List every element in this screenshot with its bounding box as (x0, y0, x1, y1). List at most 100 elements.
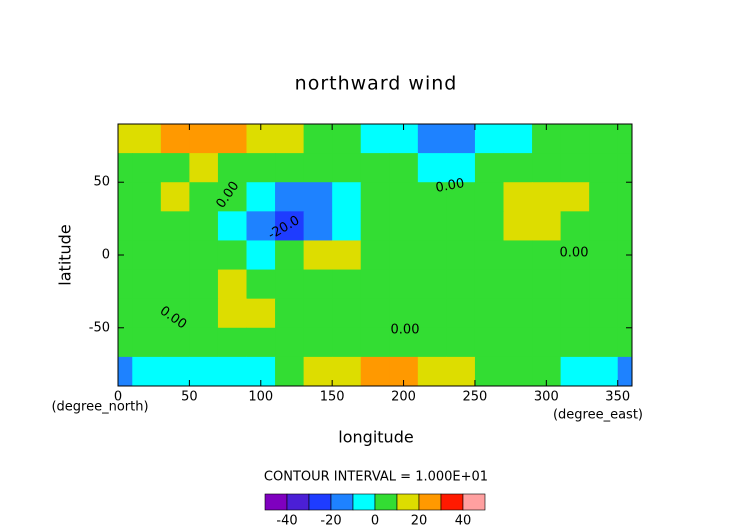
cell (589, 211, 619, 241)
cell (246, 211, 276, 241)
cell (589, 153, 619, 183)
cell (446, 182, 476, 212)
cell (160, 240, 190, 271)
field (118, 124, 632, 386)
cell (118, 269, 133, 300)
cell (589, 298, 619, 329)
cell (417, 182, 447, 212)
cell (532, 327, 562, 358)
cell (332, 240, 362, 271)
cell (532, 153, 562, 183)
cell (360, 269, 390, 300)
cell (303, 182, 333, 212)
cell (189, 211, 219, 241)
cell (217, 356, 247, 386)
cell (217, 269, 247, 300)
cell (617, 240, 632, 271)
x-unit: (degree_east) (553, 408, 643, 423)
cell (474, 153, 504, 183)
cell (217, 153, 247, 183)
cell (132, 211, 162, 241)
cell (303, 153, 333, 183)
colorbar-box (396, 493, 420, 511)
contour-interval: CONTOUR INTERVAL = 1.000E+01 (264, 470, 488, 485)
cell (332, 356, 362, 386)
cell (118, 356, 133, 386)
cell (189, 240, 219, 271)
cell (303, 269, 333, 300)
colorbar-box (286, 493, 310, 511)
x-tick-label: 200 (391, 390, 416, 405)
x-tick-label: 350 (605, 390, 630, 405)
cell (417, 356, 447, 386)
colorbar-label: 0 (371, 514, 379, 529)
colorbar-box (440, 493, 464, 511)
colorbar-box (308, 493, 332, 511)
cell (617, 269, 632, 300)
cell (389, 298, 419, 329)
cell (589, 327, 619, 358)
cell (118, 182, 133, 212)
cell (217, 327, 247, 358)
cell (275, 153, 305, 183)
colorbar-label: 20 (411, 514, 428, 529)
cell (589, 182, 619, 212)
cell (275, 182, 305, 212)
cell (360, 298, 390, 329)
cell (303, 211, 333, 241)
cell (132, 182, 162, 212)
cell (303, 327, 333, 358)
cell (617, 327, 632, 358)
cell (503, 240, 533, 271)
cell (217, 298, 247, 329)
cell (189, 269, 219, 300)
cell (417, 240, 447, 271)
colorbar-label: -20 (320, 514, 341, 529)
cell (217, 240, 247, 271)
cell (617, 211, 632, 241)
cell (160, 124, 190, 154)
cell (160, 327, 190, 358)
cell (503, 356, 533, 386)
cell (332, 124, 362, 154)
colorbar-box (330, 493, 354, 511)
cell (446, 211, 476, 241)
cell (189, 124, 219, 154)
x-tick-label: 100 (248, 390, 273, 405)
cell (417, 327, 447, 358)
cell (189, 327, 219, 358)
cell (118, 153, 133, 183)
cell (589, 124, 619, 154)
cell (589, 269, 619, 300)
cell (132, 298, 162, 329)
cell (160, 356, 190, 386)
colorbar-box (374, 493, 398, 511)
cell (474, 269, 504, 300)
cell (560, 327, 590, 358)
cell (360, 356, 390, 386)
cell (275, 240, 305, 271)
cell (332, 298, 362, 329)
cell (160, 211, 190, 241)
cell (246, 240, 276, 271)
cell (560, 240, 590, 271)
cell (332, 211, 362, 241)
cell (160, 182, 190, 212)
cell (446, 124, 476, 154)
cell (417, 269, 447, 300)
cell (474, 327, 504, 358)
cell (275, 211, 305, 241)
cell (446, 240, 476, 271)
cell (360, 124, 390, 154)
cell (118, 240, 133, 271)
cell (560, 124, 590, 154)
cell (160, 298, 190, 329)
cell (303, 298, 333, 329)
cell (332, 153, 362, 183)
cell (474, 182, 504, 212)
colorbar-label: 40 (455, 514, 472, 529)
cell (617, 124, 632, 154)
cell (417, 211, 447, 241)
